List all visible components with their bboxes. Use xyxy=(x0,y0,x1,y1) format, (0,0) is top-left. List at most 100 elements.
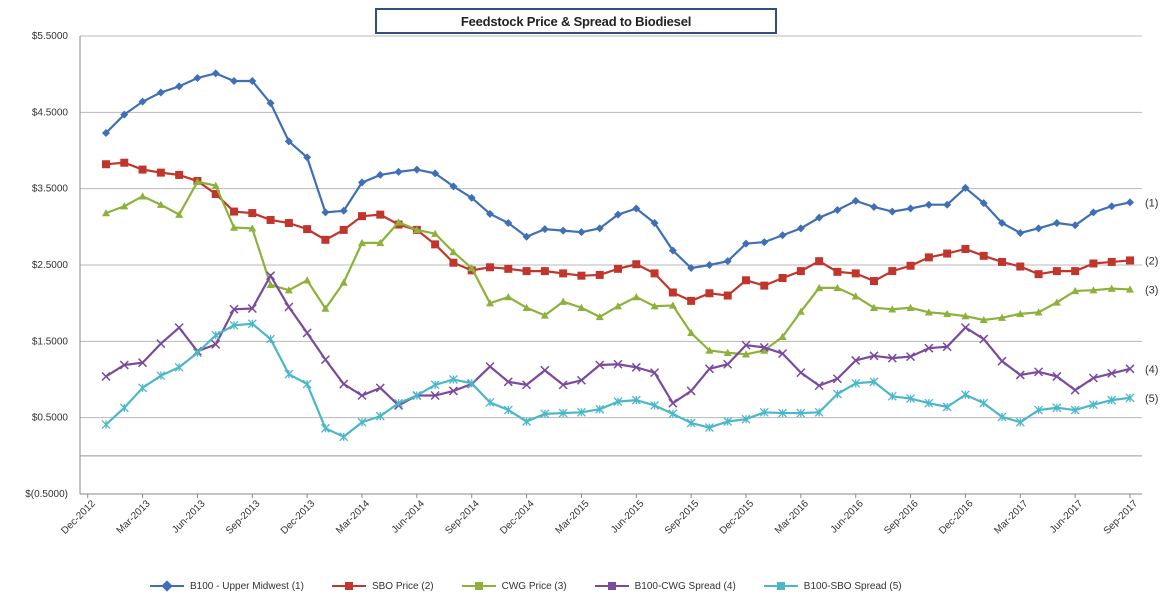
data-point-series-5 xyxy=(266,334,276,344)
y-tick-label: $1.5000 xyxy=(32,336,69,347)
data-point-series-5 xyxy=(394,398,404,408)
data-point-series-5 xyxy=(741,414,751,424)
data-point-series-3 xyxy=(394,218,403,226)
data-point-series-4 xyxy=(778,349,788,359)
data-point-series-1 xyxy=(394,167,403,176)
data-point-series-3 xyxy=(1052,298,1061,306)
data-point-series-5 xyxy=(997,412,1007,422)
data-point-series-1 xyxy=(998,219,1006,228)
data-point-series-2 xyxy=(1052,267,1061,276)
data-point-series-4 xyxy=(101,371,111,381)
data-point-series-4 xyxy=(1015,370,1025,380)
data-point-series-1 xyxy=(540,225,549,234)
data-point-series-5 xyxy=(960,390,970,400)
data-point-series-5 xyxy=(101,420,111,429)
x-tick-label: Mar-2016 xyxy=(773,498,811,536)
legend-swatch xyxy=(594,582,629,590)
data-point-series-4 xyxy=(668,398,678,408)
y-tick-label: $0.5000 xyxy=(32,413,69,424)
x-tick-label: Dec-2013 xyxy=(279,498,318,537)
data-point-series-2 xyxy=(321,235,330,244)
data-point-series-5 xyxy=(1125,393,1135,403)
data-point-series-1 xyxy=(870,202,878,211)
data-point-series-4 xyxy=(576,375,586,385)
data-point-series-2 xyxy=(559,269,568,278)
data-point-series-3 xyxy=(230,223,238,231)
data-point-series-2 xyxy=(431,240,440,249)
data-point-series-3 xyxy=(833,283,842,292)
data-point-series-5 xyxy=(1088,400,1098,410)
legend-label: SBO Price (2) xyxy=(371,580,434,592)
data-point-series-3 xyxy=(1126,285,1134,293)
x-tick-label: Jun-2013 xyxy=(170,498,208,536)
data-point-series-1 xyxy=(1126,198,1134,207)
data-point-series-4 xyxy=(485,361,495,372)
data-point-series-5 xyxy=(778,408,788,418)
data-point-series-4 xyxy=(320,355,330,365)
data-point-series-5 xyxy=(814,407,824,417)
data-point-series-1 xyxy=(211,69,220,78)
data-point-series-1 xyxy=(815,213,824,222)
data-point-series-3 xyxy=(1107,284,1116,292)
data-point-series-4 xyxy=(339,379,349,389)
data-point-series-4 xyxy=(1107,368,1117,378)
data-point-series-3 xyxy=(577,303,586,311)
data-point-series-1 xyxy=(504,219,513,228)
data-point-series-4 xyxy=(960,323,970,333)
data-point-series-4 xyxy=(448,386,458,396)
data-point-series-4 xyxy=(1034,367,1044,377)
data-point-series-2 xyxy=(668,288,677,297)
data-point-series-2 xyxy=(1126,256,1134,265)
x-tick-label: Sep-2013 xyxy=(224,498,263,537)
data-point-series-5 xyxy=(503,405,513,415)
data-point-series-2 xyxy=(870,277,878,286)
data-point-series-1 xyxy=(1071,221,1080,230)
data-point-series-5 xyxy=(138,383,148,393)
data-point-series-5 xyxy=(979,398,989,408)
data-point-series-2 xyxy=(175,170,184,179)
data-point-series-1 xyxy=(961,183,970,192)
data-point-series-1 xyxy=(284,137,293,146)
data-point-series-5 xyxy=(704,423,714,433)
data-point-series-1 xyxy=(760,238,769,247)
data-point-series-5 xyxy=(1070,405,1080,415)
data-point-series-3 xyxy=(723,348,732,356)
data-point-series-2 xyxy=(102,160,110,169)
data-point-series-5 xyxy=(942,402,952,412)
data-point-series-5 xyxy=(1107,395,1117,405)
data-point-series-4 xyxy=(851,355,861,365)
data-point-series-3 xyxy=(851,292,860,300)
data-point-series-2 xyxy=(230,207,238,216)
data-point-series-2 xyxy=(211,190,220,199)
data-point-series-1 xyxy=(467,193,476,202)
data-point-series-1 xyxy=(358,178,366,187)
data-point-series-2 xyxy=(705,289,714,298)
data-point-series-3 xyxy=(961,312,970,320)
data-point-series-2 xyxy=(906,261,915,270)
data-point-series-1 xyxy=(906,204,915,213)
data-point-series-5 xyxy=(430,380,440,390)
data-point-series-3 xyxy=(156,200,165,208)
data-point-series-1 xyxy=(595,224,604,233)
data-point-series-5 xyxy=(485,397,495,407)
legend-item-4: B100-CWG Spread (4) xyxy=(594,579,736,593)
data-point-series-3 xyxy=(559,297,568,305)
data-point-series-3 xyxy=(906,303,915,311)
data-point-series-1 xyxy=(559,226,568,235)
data-point-series-4 xyxy=(906,352,916,362)
data-point-series-5 xyxy=(631,395,641,405)
data-point-series-3 xyxy=(138,192,147,200)
data-point-series-3 xyxy=(284,286,293,294)
data-point-series-5 xyxy=(540,409,550,419)
data-point-series-5 xyxy=(320,423,330,433)
data-point-series-2 xyxy=(504,264,513,273)
data-point-series-1 xyxy=(723,257,732,266)
data-point-series-4 xyxy=(174,323,184,333)
data-point-series-1 xyxy=(851,196,860,205)
data-point-series-4 xyxy=(704,364,714,374)
data-point-series-3 xyxy=(778,332,787,340)
data-point-series-2 xyxy=(1016,262,1025,271)
series-line-1 xyxy=(105,72,1131,270)
x-tick-label: Jun-2016 xyxy=(829,498,867,536)
